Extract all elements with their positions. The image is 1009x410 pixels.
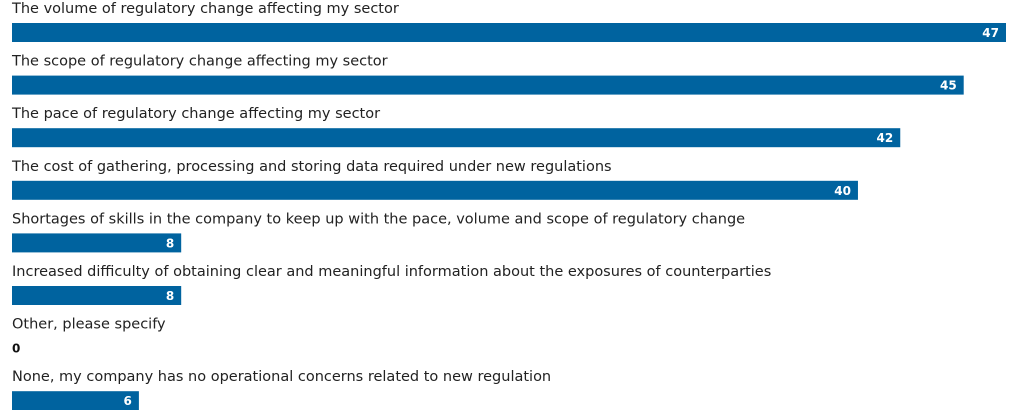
bar [12,233,182,253]
value-label: 45 [940,79,957,93]
bar [12,23,1006,42]
bar [12,128,901,148]
value-label: 6 [124,394,132,408]
category-label: Shortages of skills in the company to ke… [12,211,745,227]
value-label: 0 [12,342,20,356]
bar [12,286,182,305]
value-label: 40 [834,184,851,198]
value-label: 47 [982,26,999,40]
bar [12,391,139,410]
category-label: The cost of gathering, processing and st… [11,159,612,175]
category-label: The volume of regulatory change affectin… [11,1,399,17]
category-label: Other, please specify [12,317,166,333]
value-label: 8 [166,289,174,303]
bar [12,75,964,95]
value-label: 8 [166,236,174,250]
category-label: The scope of regulatory change affecting… [11,54,388,70]
bar [12,180,858,200]
value-label: 42 [877,131,894,145]
category-label: None, my company has no operational conc… [12,369,551,385]
category-label: The pace of regulatory change affecting … [11,106,380,122]
category-label: Increased difficulty of obtaining clear … [12,264,771,280]
